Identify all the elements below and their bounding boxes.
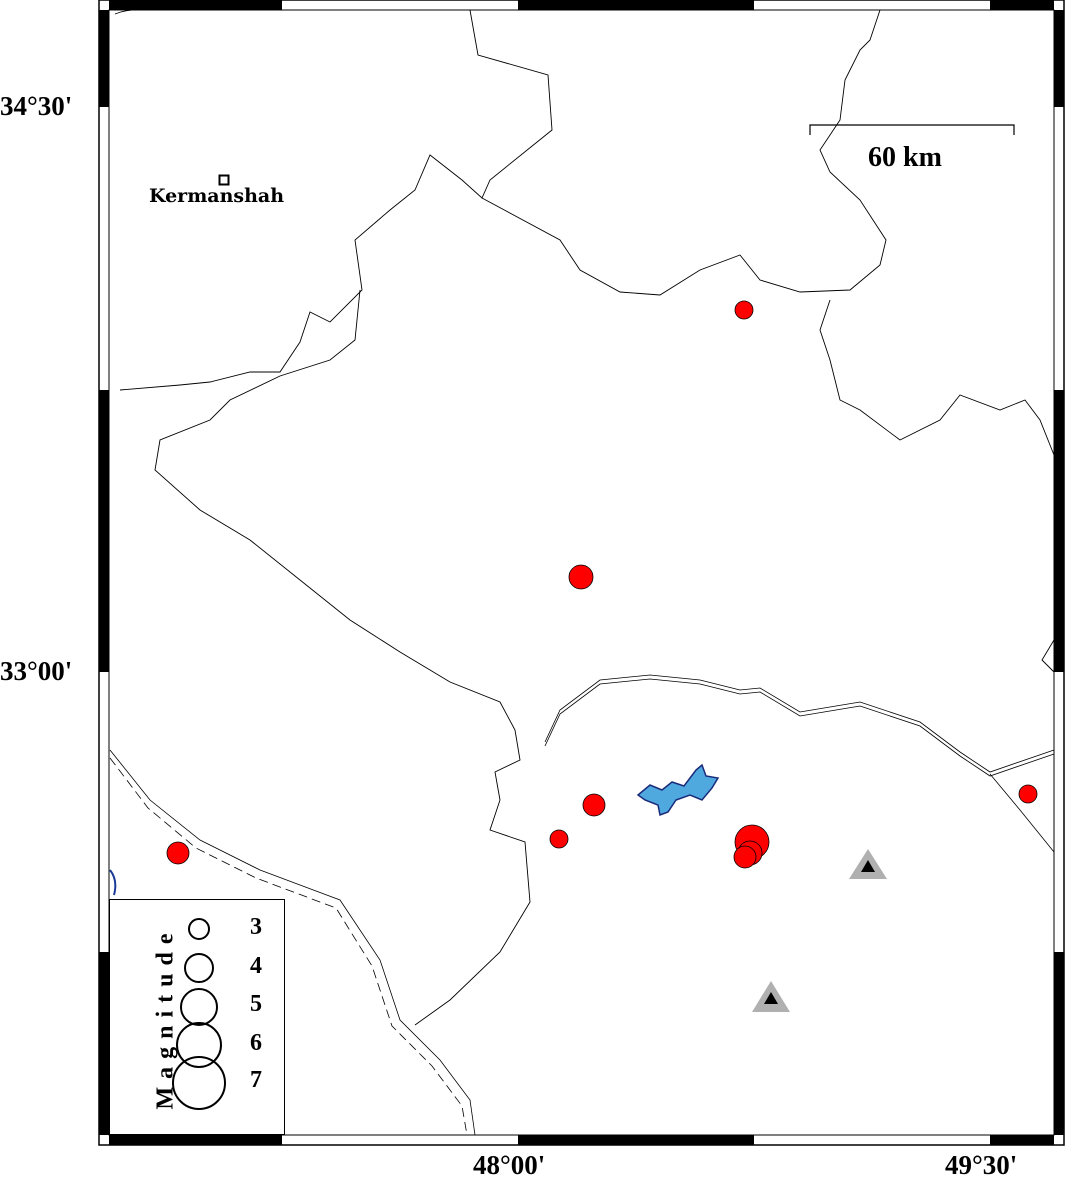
river <box>109 869 117 896</box>
event-marker[interactable] <box>549 829 569 849</box>
event-marker[interactable] <box>166 841 190 865</box>
scale-bar-label: 60 km <box>868 142 942 173</box>
legend-circle <box>172 1056 226 1110</box>
lat-label: 33°00' <box>0 656 73 686</box>
earthquake-events <box>166 300 1038 869</box>
city-label: Kermanshah <box>149 185 285 207</box>
legend-circle <box>180 988 218 1026</box>
station-inner-icon <box>861 860 875 872</box>
scale-bar <box>809 124 1015 135</box>
event-marker[interactable] <box>582 793 606 817</box>
event-marker[interactable] <box>734 300 754 320</box>
legend-value: 7 <box>250 1067 262 1093</box>
province-boundaries <box>114 9 1055 1026</box>
lon-label: 48°00' <box>473 1150 546 1180</box>
lon-label: 49°30' <box>945 1150 1018 1180</box>
legend-value: 4 <box>250 953 262 979</box>
magnitude-legend: Magnitude 3 4 5 6 7 <box>109 899 285 1135</box>
legend-symbols <box>172 918 226 1110</box>
legend-circle <box>176 1022 222 1068</box>
river-boundary <box>109 674 1055 1136</box>
station-inner-icon <box>764 992 778 1004</box>
legend-circle <box>184 953 214 983</box>
legend-value: 3 <box>250 914 262 940</box>
legend-circle <box>188 918 210 940</box>
legend-value: 5 <box>250 991 262 1017</box>
event-marker[interactable] <box>568 564 594 590</box>
legend-value: 6 <box>250 1030 262 1056</box>
city-marker-icon <box>218 174 230 186</box>
event-marker[interactable] <box>1018 784 1038 804</box>
lake <box>636 763 720 817</box>
lat-label: 34°30' <box>0 91 73 121</box>
stations <box>752 849 887 1012</box>
frame-checker <box>99 0 1064 1145</box>
event-marker[interactable] <box>733 845 757 869</box>
